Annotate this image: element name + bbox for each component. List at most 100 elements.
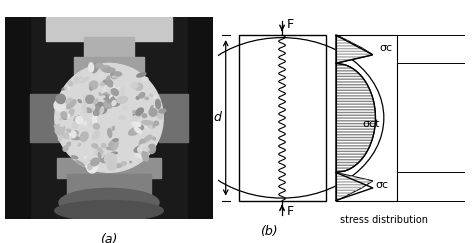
Ellipse shape	[150, 105, 153, 109]
Ellipse shape	[111, 89, 118, 95]
Ellipse shape	[155, 121, 158, 125]
Ellipse shape	[101, 66, 111, 71]
Ellipse shape	[55, 200, 163, 221]
Ellipse shape	[92, 62, 99, 73]
Ellipse shape	[100, 156, 113, 163]
Ellipse shape	[70, 143, 74, 148]
Ellipse shape	[58, 137, 62, 140]
Ellipse shape	[137, 73, 146, 77]
Ellipse shape	[66, 98, 72, 103]
Ellipse shape	[78, 100, 82, 103]
Ellipse shape	[103, 80, 109, 84]
Ellipse shape	[71, 136, 80, 140]
Ellipse shape	[92, 131, 100, 139]
Bar	[84, 37, 134, 61]
Ellipse shape	[94, 111, 96, 115]
Bar	[46, 17, 172, 41]
Ellipse shape	[100, 83, 104, 85]
Ellipse shape	[148, 144, 155, 154]
Ellipse shape	[145, 97, 148, 99]
Ellipse shape	[153, 96, 156, 98]
Ellipse shape	[94, 150, 103, 157]
Ellipse shape	[109, 143, 112, 145]
Ellipse shape	[66, 100, 76, 109]
Ellipse shape	[138, 125, 144, 130]
Ellipse shape	[94, 99, 98, 104]
Ellipse shape	[132, 122, 141, 127]
Ellipse shape	[100, 96, 105, 98]
Ellipse shape	[105, 153, 117, 165]
Ellipse shape	[134, 146, 142, 152]
Ellipse shape	[112, 101, 116, 105]
Text: (a): (a)	[100, 233, 118, 243]
Ellipse shape	[68, 133, 72, 136]
Ellipse shape	[76, 121, 80, 124]
Ellipse shape	[61, 112, 67, 118]
Ellipse shape	[101, 86, 108, 93]
Ellipse shape	[55, 124, 65, 135]
Ellipse shape	[143, 123, 151, 129]
Ellipse shape	[88, 163, 92, 170]
Text: F: F	[287, 205, 294, 218]
Ellipse shape	[133, 114, 135, 116]
Ellipse shape	[109, 140, 118, 150]
Ellipse shape	[149, 108, 157, 116]
Ellipse shape	[144, 135, 152, 141]
Ellipse shape	[117, 96, 128, 103]
Ellipse shape	[73, 131, 78, 136]
Ellipse shape	[65, 114, 70, 118]
Ellipse shape	[86, 95, 94, 104]
Text: σc: σc	[375, 180, 389, 190]
Ellipse shape	[148, 126, 153, 129]
Ellipse shape	[73, 120, 80, 128]
Ellipse shape	[136, 96, 139, 99]
Ellipse shape	[81, 77, 89, 83]
Text: F: F	[287, 17, 294, 31]
Bar	[5, 17, 30, 219]
Ellipse shape	[62, 88, 64, 90]
Ellipse shape	[98, 148, 103, 155]
Ellipse shape	[136, 108, 143, 115]
Ellipse shape	[144, 148, 149, 151]
Ellipse shape	[112, 75, 119, 78]
Ellipse shape	[93, 124, 100, 129]
Ellipse shape	[95, 103, 107, 113]
Polygon shape	[336, 63, 375, 173]
Text: σct: σct	[362, 119, 380, 129]
Ellipse shape	[69, 110, 74, 116]
Ellipse shape	[110, 99, 115, 104]
Ellipse shape	[153, 124, 155, 125]
Ellipse shape	[93, 160, 96, 162]
Polygon shape	[336, 35, 373, 63]
Ellipse shape	[119, 116, 126, 120]
Ellipse shape	[86, 108, 92, 113]
Ellipse shape	[112, 127, 114, 130]
Bar	[159, 94, 188, 142]
Ellipse shape	[150, 94, 153, 97]
Ellipse shape	[121, 162, 126, 165]
Ellipse shape	[78, 144, 81, 146]
Ellipse shape	[100, 92, 105, 97]
Ellipse shape	[143, 77, 148, 81]
Ellipse shape	[111, 84, 114, 89]
Ellipse shape	[130, 161, 131, 163]
Ellipse shape	[142, 114, 146, 118]
Ellipse shape	[91, 158, 99, 166]
Ellipse shape	[60, 119, 61, 120]
Text: stress distribution: stress distribution	[340, 215, 428, 225]
Bar	[57, 158, 161, 178]
Ellipse shape	[112, 152, 117, 154]
Ellipse shape	[144, 146, 148, 151]
Ellipse shape	[87, 161, 98, 173]
Ellipse shape	[101, 144, 106, 148]
Ellipse shape	[72, 111, 78, 116]
Ellipse shape	[59, 189, 159, 217]
Ellipse shape	[146, 121, 149, 125]
Bar	[238, 35, 326, 200]
Ellipse shape	[139, 93, 145, 98]
Ellipse shape	[111, 71, 118, 78]
Ellipse shape	[90, 87, 92, 90]
Ellipse shape	[153, 126, 155, 128]
Ellipse shape	[76, 161, 84, 166]
Ellipse shape	[114, 72, 121, 76]
